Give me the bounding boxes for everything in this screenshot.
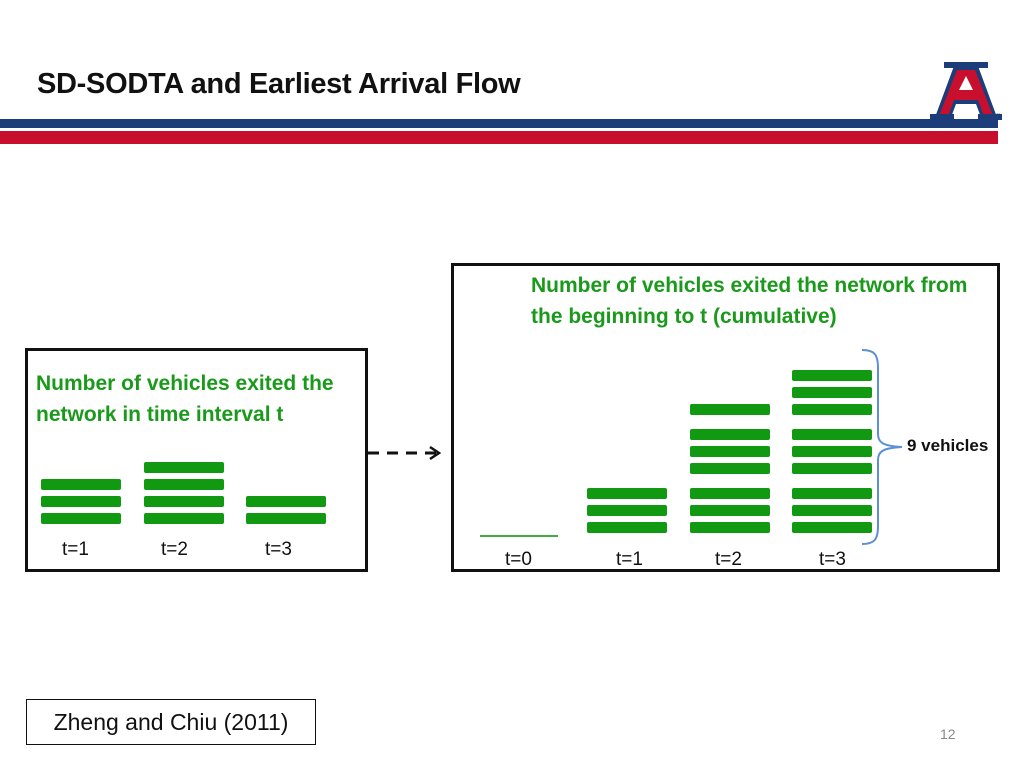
page-number: 12 — [940, 726, 956, 742]
registered-mark: ® — [996, 113, 1001, 120]
dashed-arrow-right-icon — [368, 445, 442, 461]
cumulative-time-label: t=1 — [616, 549, 643, 570]
slide-title: SD-SODTA and Earliest Arrival Flow — [37, 68, 521, 100]
t0-baseline — [480, 535, 558, 537]
interval-vehicle-bar — [41, 479, 121, 490]
cumulative-vehicle-bar — [587, 505, 667, 516]
cumulative-panel-caption: Number of vehicles exited the network fr… — [531, 274, 968, 328]
cumulative-vehicle-bar — [690, 429, 770, 440]
interval-time-label: t=2 — [161, 539, 188, 560]
cumulative-vehicle-bar — [792, 404, 872, 415]
cumulative-vehicle-bar — [792, 370, 872, 381]
header-blue-rule — [0, 119, 998, 128]
cumulative-vehicle-bar — [690, 505, 770, 516]
total-vehicles-label: 9 vehicles — [907, 436, 989, 455]
cumulative-time-label: t=2 — [715, 549, 742, 570]
interval-vehicle-bar — [144, 462, 224, 473]
cumulative-vehicle-bar — [690, 463, 770, 474]
university-of-arizona-a-logo: ® — [930, 62, 1002, 120]
cumulative-vehicle-bar — [792, 429, 872, 440]
citation-box: Zheng and Chiu (2011) — [26, 699, 316, 745]
cumulative-vehicle-bar — [792, 463, 872, 474]
interval-panel-caption: Number of vehicles exited the network in… — [36, 372, 334, 426]
interval-vehicle-bar — [41, 513, 121, 524]
interval-vehicle-bar — [246, 496, 326, 507]
cumulative-panel — [451, 263, 1000, 572]
header-red-rule — [0, 131, 998, 144]
cumulative-vehicle-bar — [690, 488, 770, 499]
cumulative-vehicle-bar — [792, 505, 872, 516]
cumulative-vehicle-bar — [690, 404, 770, 415]
cumulative-vehicle-bar — [587, 522, 667, 533]
cumulative-vehicle-bar — [690, 446, 770, 457]
cumulative-vehicle-bar — [792, 387, 872, 398]
interval-time-label: t=1 — [62, 539, 89, 560]
interval-vehicle-bar — [144, 513, 224, 524]
interval-vehicle-bar — [246, 513, 326, 524]
interval-time-label: t=3 — [265, 539, 292, 560]
cumulative-vehicle-bar — [792, 522, 872, 533]
interval-vehicle-bar — [144, 479, 224, 490]
cumulative-time-label: t=0 — [505, 549, 532, 570]
cumulative-vehicle-bar — [792, 446, 872, 457]
interval-vehicle-bar — [144, 496, 224, 507]
cumulative-time-label: t=3 — [819, 549, 846, 570]
interval-vehicle-bar — [41, 496, 121, 507]
cumulative-vehicle-bar — [587, 488, 667, 499]
interval-panel — [25, 348, 368, 572]
curly-brace-icon — [861, 349, 903, 545]
cumulative-vehicle-bar — [792, 488, 872, 499]
cumulative-vehicle-bar — [690, 522, 770, 533]
